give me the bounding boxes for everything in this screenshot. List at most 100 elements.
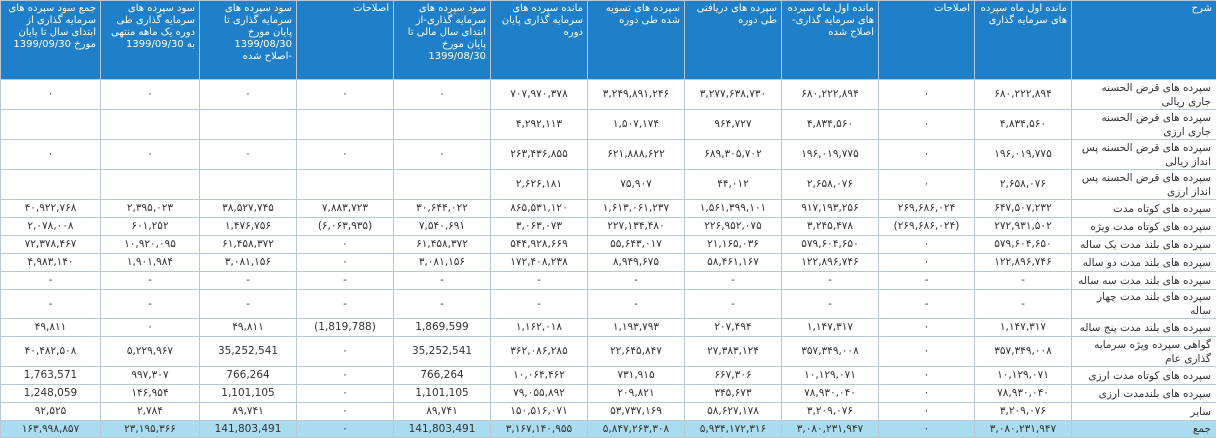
table-cell: [394, 110, 491, 140]
table-cell: ۵۸,۴۶۱,۱۶۷: [685, 254, 782, 272]
table-cell: ۱,۵۶۱,۳۹۹,۱۰۱: [685, 200, 782, 218]
table-cell: ۰: [297, 80, 394, 110]
table-cell: ۶۸۰,۲۲۲,۸۹۴: [782, 80, 879, 110]
table-cell: ۲,۳۹۵,۰۲۳: [101, 200, 200, 218]
table-cell: ۳۸,۵۲۷,۷۴۵: [200, 200, 297, 218]
row-label: سپرده های کوتاه مدت: [1072, 200, 1216, 218]
table-cell: (۲۶۹,۶۸۶,۰۲۴): [879, 218, 975, 236]
table-cell: ۷۸,۹۳۰,۰۴۰: [782, 385, 879, 403]
table-cell: ۳,۲۰۹,۰۷۶: [975, 403, 1072, 421]
table-cell: ۲۶۹,۶۸۶,۰۲۴: [879, 200, 975, 218]
table-cell: ۱,۱۶۲,۰۱۸: [491, 319, 588, 337]
table-cell: ۷۸,۹۳۰,۰۴۰: [975, 385, 1072, 403]
total-cell: ۰: [879, 421, 975, 438]
table-cell: ۸۹,۷۴۱: [394, 403, 491, 421]
row-label: سپرده های بلندمدت ارزی: [1072, 385, 1216, 403]
table-cell: ۲,۰۷۸,۰۰۸: [1, 218, 101, 236]
table-cell: ۴,۸۳۴,۵۶۰: [782, 110, 879, 140]
table-cell: ۲۰۹,۸۲۱: [588, 385, 685, 403]
table-cell: -: [491, 290, 588, 319]
table-row: سپرده های کوتاه مدت ۶۴۷,۵۰۷,۲۳۲ ۲۶۹,۶۸۶,…: [1, 200, 1216, 218]
table-cell: ۰: [879, 110, 975, 140]
table-cell: ۶۱,۴۵۸,۳۷۲: [200, 236, 297, 254]
table-cell: 766,264: [200, 367, 297, 385]
table-cell: ۵۸,۶۲۷,۱۷۸: [685, 403, 782, 421]
table-cell: -: [782, 290, 879, 319]
header-cell-profit-adjustments: اصلاحات: [297, 1, 394, 80]
table-cell: ۸,۹۴۹,۶۷۵: [588, 254, 685, 272]
table-cell: ۳,۰۸۱,۱۵۶: [394, 254, 491, 272]
table-cell: ۶۲۱,۸۸۸,۶۲۲: [588, 140, 685, 170]
table-cell: [297, 110, 394, 140]
table-cell: ۵۷۹,۶۰۴,۶۵۰: [782, 236, 879, 254]
table-cell: ۰: [297, 337, 394, 367]
table-cell: ۰: [297, 367, 394, 385]
total-cell: 141,803,491: [394, 421, 491, 438]
table-cell: ۱۲۲,۸۹۶,۷۴۶: [975, 254, 1072, 272]
table-cell: 1,869,599: [394, 319, 491, 337]
table-cell: 35,252,541: [200, 337, 297, 367]
table-cell: ۱۲۲,۸۹۶,۷۴۶: [782, 254, 879, 272]
table-cell: ۰: [1, 80, 101, 110]
table-cell: ۳,۲۰۹,۰۷۶: [782, 403, 879, 421]
header-cell-opening-balance-adjusted: مانده اول ماه سپرده های سرمایه گذاری- اص…: [782, 1, 879, 80]
table-cell: ۳۰,۶۴۴,۰۲۲: [394, 200, 491, 218]
table-cell: ۳,۲۴۵,۴۷۸: [782, 218, 879, 236]
table-cell: ۲,۶۲۶,۱۸۱: [491, 170, 588, 200]
table-cell: [297, 170, 394, 200]
table-cell: ۱۵۰,۵۱۶,۰۷۱: [491, 403, 588, 421]
table-cell: 1,248,059: [1, 385, 101, 403]
table-cell: ۱,۱۹۳,۷۹۳: [588, 319, 685, 337]
table-cell: 1,763,571: [1, 367, 101, 385]
table-cell: ۱,۱۴۷,۳۱۷: [782, 319, 879, 337]
table-cell: -: [879, 290, 975, 319]
table-cell: ۶۴۷,۵۰۷,۲۳۲: [975, 200, 1072, 218]
table-row: سپرده های بلند مدت یک ساله ۵۷۹,۶۰۴,۶۵۰ ۰…: [1, 236, 1216, 254]
table-cell: ۰: [297, 140, 394, 170]
row-label: سپرده های قرض الحسنه جاری ارزی: [1072, 110, 1216, 140]
table-cell: ۸۹,۷۴۱: [200, 403, 297, 421]
table-cell: ۰: [1, 140, 101, 170]
table-cell: ۵,۲۲۹,۹۶۷: [101, 337, 200, 367]
table-cell: -: [101, 290, 200, 319]
row-label: سپرده های قرض الحسنه جاری ریالی: [1072, 80, 1216, 110]
table-cell: -: [200, 290, 297, 319]
table-row: سپرده های کوتاه مدت ارزی ۱۰,۱۲۹,۰۷۱ ۰ ۱۰…: [1, 367, 1216, 385]
table-cell: [394, 170, 491, 200]
table-cell: ۰: [200, 140, 297, 170]
table-row: سپرده های بلندمدت ارزی ۷۸,۹۳۰,۰۴۰ ۰ ۷۸,۹…: [1, 385, 1216, 403]
table-cell: ۰: [879, 140, 975, 170]
table-cell: -: [394, 290, 491, 319]
table-cell: ۰: [879, 319, 975, 337]
row-label: سپرده های قرض الحسنه پس انداز ریالی: [1072, 140, 1216, 170]
table-cell: ۱,۶۱۳,۰۶۱,۲۳۷: [588, 200, 685, 218]
table-cell: -: [491, 272, 588, 290]
table-cell: ۹۶۴,۷۲۷: [685, 110, 782, 140]
table-cell: -: [588, 290, 685, 319]
table-cell: ۵۳,۷۳۷,۱۶۹: [588, 403, 685, 421]
table-cell: ۱,۵۰۷,۱۷۴: [588, 110, 685, 140]
table-cell: ۱۰,۱۲۹,۰۷۱: [975, 367, 1072, 385]
table-cell: ۳۵۷,۳۴۹,۰۰۸: [782, 337, 879, 367]
total-cell: ۰: [297, 421, 394, 438]
table-cell: ۴۴,۰۱۲: [685, 170, 782, 200]
table-cell: 1,101,105: [200, 385, 297, 403]
table-cell: ۹۱۷,۱۹۳,۲۵۶: [782, 200, 879, 218]
table-cell: ۰: [101, 319, 200, 337]
table-row: سپرده های قرض الحسنه پس انداز ریالی ۱۹۶,…: [1, 140, 1216, 170]
table-cell: ۲,۷۸۴: [101, 403, 200, 421]
table-cell: -: [685, 290, 782, 319]
table-cell: ۷,۸۸۳,۷۲۳: [297, 200, 394, 218]
total-cell: ۵,۸۴۷,۲۶۳,۳۰۸: [588, 421, 685, 438]
table-cell: (۶,۰۶۳,۹۳۵): [297, 218, 394, 236]
table-cell: ۳,۰۶۳,۰۷۳: [491, 218, 588, 236]
table-cell: [200, 110, 297, 140]
table-cell: [1, 170, 101, 200]
table-row: سپرده های بلند مدت پنج ساله ۱,۱۴۷,۳۱۷ ۰ …: [1, 319, 1216, 337]
total-row: جمع ۳,۰۸۰,۲۳۱,۹۴۷ ۰ ۳,۰۸۰,۲۳۱,۹۴۷ ۵,۹۳۴,…: [1, 421, 1216, 438]
table-cell: ۱۰,۱۲۹,۰۷۱: [782, 367, 879, 385]
table-cell: ۷۰۷,۹۷۰,۳۷۸: [491, 80, 588, 110]
total-cell: ۵,۹۳۴,۱۷۲,۳۱۶: [685, 421, 782, 438]
table-cell: ۵۵,۶۴۳,۰۱۷: [588, 236, 685, 254]
